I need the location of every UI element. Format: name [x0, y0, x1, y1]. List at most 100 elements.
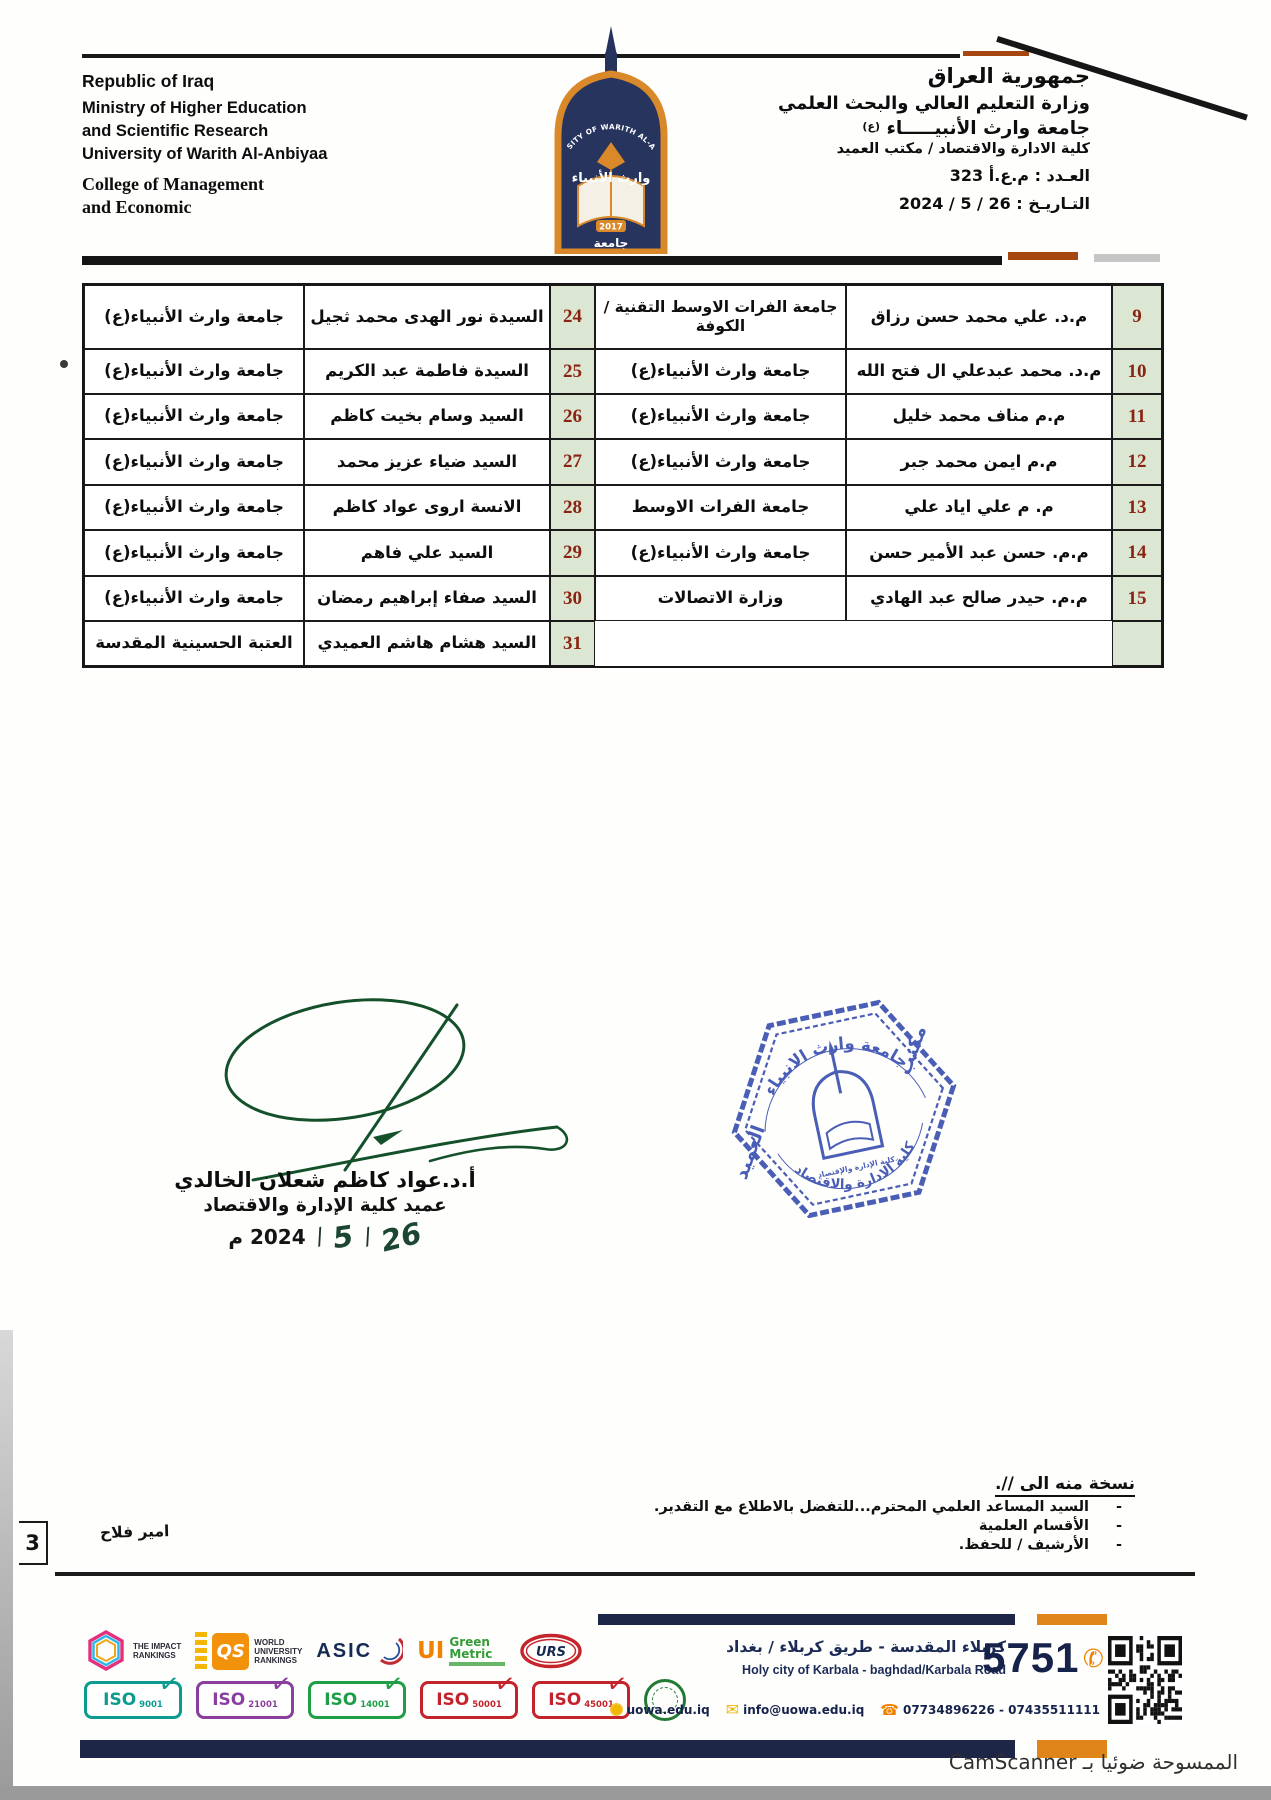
letterhead-line: Ministry of Higher Education [82, 99, 307, 117]
iso-code: 45001 [584, 1699, 614, 1710]
address-arabic: كربلاء المقدسة - طريق كربلاء / بغداد [726, 1638, 1006, 1656]
phone-icon: ✆ [1080, 1641, 1108, 1675]
gray-dash-mid [1094, 254, 1160, 262]
impact-rankings-logo: THE IMPACT RANKINGS [84, 1629, 181, 1673]
copy-item-text: الأرشيف / للحفظ. [958, 1537, 1089, 1553]
phone-number-big: 5751 [982, 1634, 1080, 1681]
logo-word: جامعة [594, 236, 629, 250]
cell-left-org: جامعة وارث الأنبياء(ع) [84, 394, 304, 439]
cell-right-number: 14 [1112, 530, 1162, 576]
iso-label: ISO [103, 1690, 137, 1710]
printed-year: 2024 م [228, 1225, 306, 1249]
check-icon: ✓ [157, 1668, 181, 1700]
cell-left-name: السيد علي فاهم [304, 530, 550, 576]
cell-left-name: السيدة نور الهدى محمد ثجيل [304, 285, 550, 349]
cell-right-name: م. م علي اياد علي [846, 485, 1112, 530]
page-number-box: 3 [19, 1521, 48, 1565]
address-block: كربلاء المقدسة - طريق كربلاء / بغداد Hol… [640, 1638, 1006, 1677]
qr-code [1108, 1636, 1182, 1724]
cell-right-org: جامعة وارث الأنبياء(ع) [595, 530, 846, 576]
cell-right-name: م.م مناف محمد خليل [846, 394, 1112, 439]
metric-label: Metric [449, 1647, 493, 1661]
dash-bullet: - [1115, 1537, 1123, 1553]
qs-dots-icon [195, 1632, 208, 1670]
cell-right-number: 15 [1112, 576, 1162, 621]
iso-code: 9001 [139, 1699, 163, 1710]
iso-badge-9001: ISO 9001 ✓ [84, 1669, 182, 1719]
cell-left-org: جامعة وارث الأنبياء(ع) [84, 439, 304, 485]
cell-left-org: العتبة الحسينية المقدسة [84, 621, 304, 666]
cell-left-number: 27 [550, 439, 595, 485]
date-slash: / [312, 1223, 327, 1251]
website-item: uowa.edu.iq [609, 1702, 710, 1717]
honorific-mark: (ع) [862, 120, 880, 133]
iso-badge-50001: ISO 50001 ✓ [420, 1669, 518, 1719]
ref-number: العـدد : م.ع.أ 323 [949, 166, 1090, 185]
dash-bullet: - [1115, 1499, 1123, 1515]
university-title: جامعة وارث الأنبيـــــاء (ع) [640, 118, 1090, 139]
dean-title: عميد كلية الإدارة والاقتصاد [203, 1195, 447, 1216]
iso-badge-45001: ISO 45001 ✓ [532, 1669, 630, 1719]
email-item: ✉ info@uowa.edu.iq [726, 1700, 865, 1719]
cell-right-name: م.م. حسن عبد الأمير حسن [846, 530, 1112, 576]
copy-item-text: الأقسام العلمية [978, 1518, 1089, 1534]
asic-logo: ASIC [316, 1636, 404, 1666]
phones-text: 07734896226 - 07435511111 [902, 1702, 1100, 1717]
page-number: 3 [25, 1531, 40, 1555]
handwritten-name-note: امير فلاح [99, 1522, 170, 1542]
check-icon: ✓ [493, 1668, 517, 1700]
phone-icon: ☎ [880, 1700, 899, 1719]
copy-distribution: نسخة منه الى //. - السيد المساعد العلمي … [560, 1474, 1135, 1554]
qs-badge-icon: QS [212, 1632, 250, 1670]
qs-rankings-logo: QS WORLD UNIVERSITY RANKINGS [195, 1632, 302, 1670]
cell-left-name: السيد صفاء إبراهيم رمضان [304, 576, 550, 621]
phones-item: ☎ 07734896226 - 07435511111 [880, 1701, 1100, 1719]
footer-navy-strip-top [598, 1614, 1015, 1625]
letterhead-line: and Economic [82, 197, 192, 217]
website-text: uowa.edu.iq [626, 1702, 710, 1717]
iso-code: 50001 [472, 1699, 502, 1710]
globe-icon [609, 1703, 623, 1716]
address-english: Holy city of Karbala - baghdad/Karbala R… [742, 1663, 1006, 1677]
cell-right-name: م.د. علي محمد حسن رزاق [846, 285, 1112, 349]
iso-badge-14001: ISO 14001 ✓ [308, 1669, 406, 1719]
logo-year: 2017 [599, 223, 623, 233]
qs-label-3: RANKINGS [254, 1655, 297, 1665]
footer-top-rule [55, 1572, 1195, 1576]
mail-icon: ✉ [725, 1700, 740, 1719]
cell-left-org: جامعة وارث الأنبياء(ع) [84, 485, 304, 530]
impact-label-1: THE IMPACT [133, 1642, 182, 1651]
cell-right-name-empty [846, 621, 1112, 666]
cell-left-name: الانسة اروى عواد كاظم [304, 485, 550, 530]
ui-label: UI [417, 1638, 445, 1664]
cell-left-org: جامعة وارث الأنبياء(ع) [84, 530, 304, 576]
cell-left-number: 24 [550, 285, 595, 349]
iso-label: ISO [548, 1690, 582, 1710]
college-office-title: كلية الادارة والاقتصاد / مكتب العميد [836, 141, 1090, 157]
cell-right-org: وزارة الاتصالات [595, 576, 846, 621]
country-title: جمهورية العراق [927, 64, 1090, 88]
cell-right-name: م.م ايمن محمد جبر [846, 439, 1112, 485]
cell-left-name: السيد وسام بخيت كاظم [304, 394, 550, 439]
dean-office-stamp: جامعة وارث الانبياء كلية الادارة والاقتص… [730, 999, 957, 1219]
date-slash: / [360, 1223, 375, 1251]
footer-navy-bar [80, 1740, 1015, 1758]
handwritten-month: 5 [331, 1218, 356, 1256]
cell-right-org: جامعة الفرات الاوسط [595, 485, 846, 530]
university-logo: UNIVERSITY OF WARITH AL-ANBIYAA وارث الأ… [544, 24, 668, 254]
handwritten-day: 26 [377, 1215, 426, 1259]
margin-dot [60, 360, 68, 368]
letterhead-arabic: جمهورية العراق وزارة التعليم العالي والب… [640, 64, 1090, 213]
ui-greenmetric-logo: UI Green Metric [417, 1636, 506, 1666]
signature-date: 26 / 5 / 2024 م [140, 1216, 510, 1259]
footer-orange-bar [1037, 1740, 1107, 1758]
cell-right-org-empty [595, 621, 846, 666]
cell-right-org: جامعة وارث الأنبياء(ع) [595, 394, 846, 439]
letterhead-line: Republic of Iraq [82, 71, 215, 91]
orange-dash-top [963, 51, 1029, 56]
iso-code: 21001 [248, 1699, 278, 1710]
urs-oval-icon: URS [520, 1633, 583, 1669]
iso-label: ISO [436, 1690, 470, 1710]
impact-label-2: RANKINGS [133, 1651, 176, 1660]
